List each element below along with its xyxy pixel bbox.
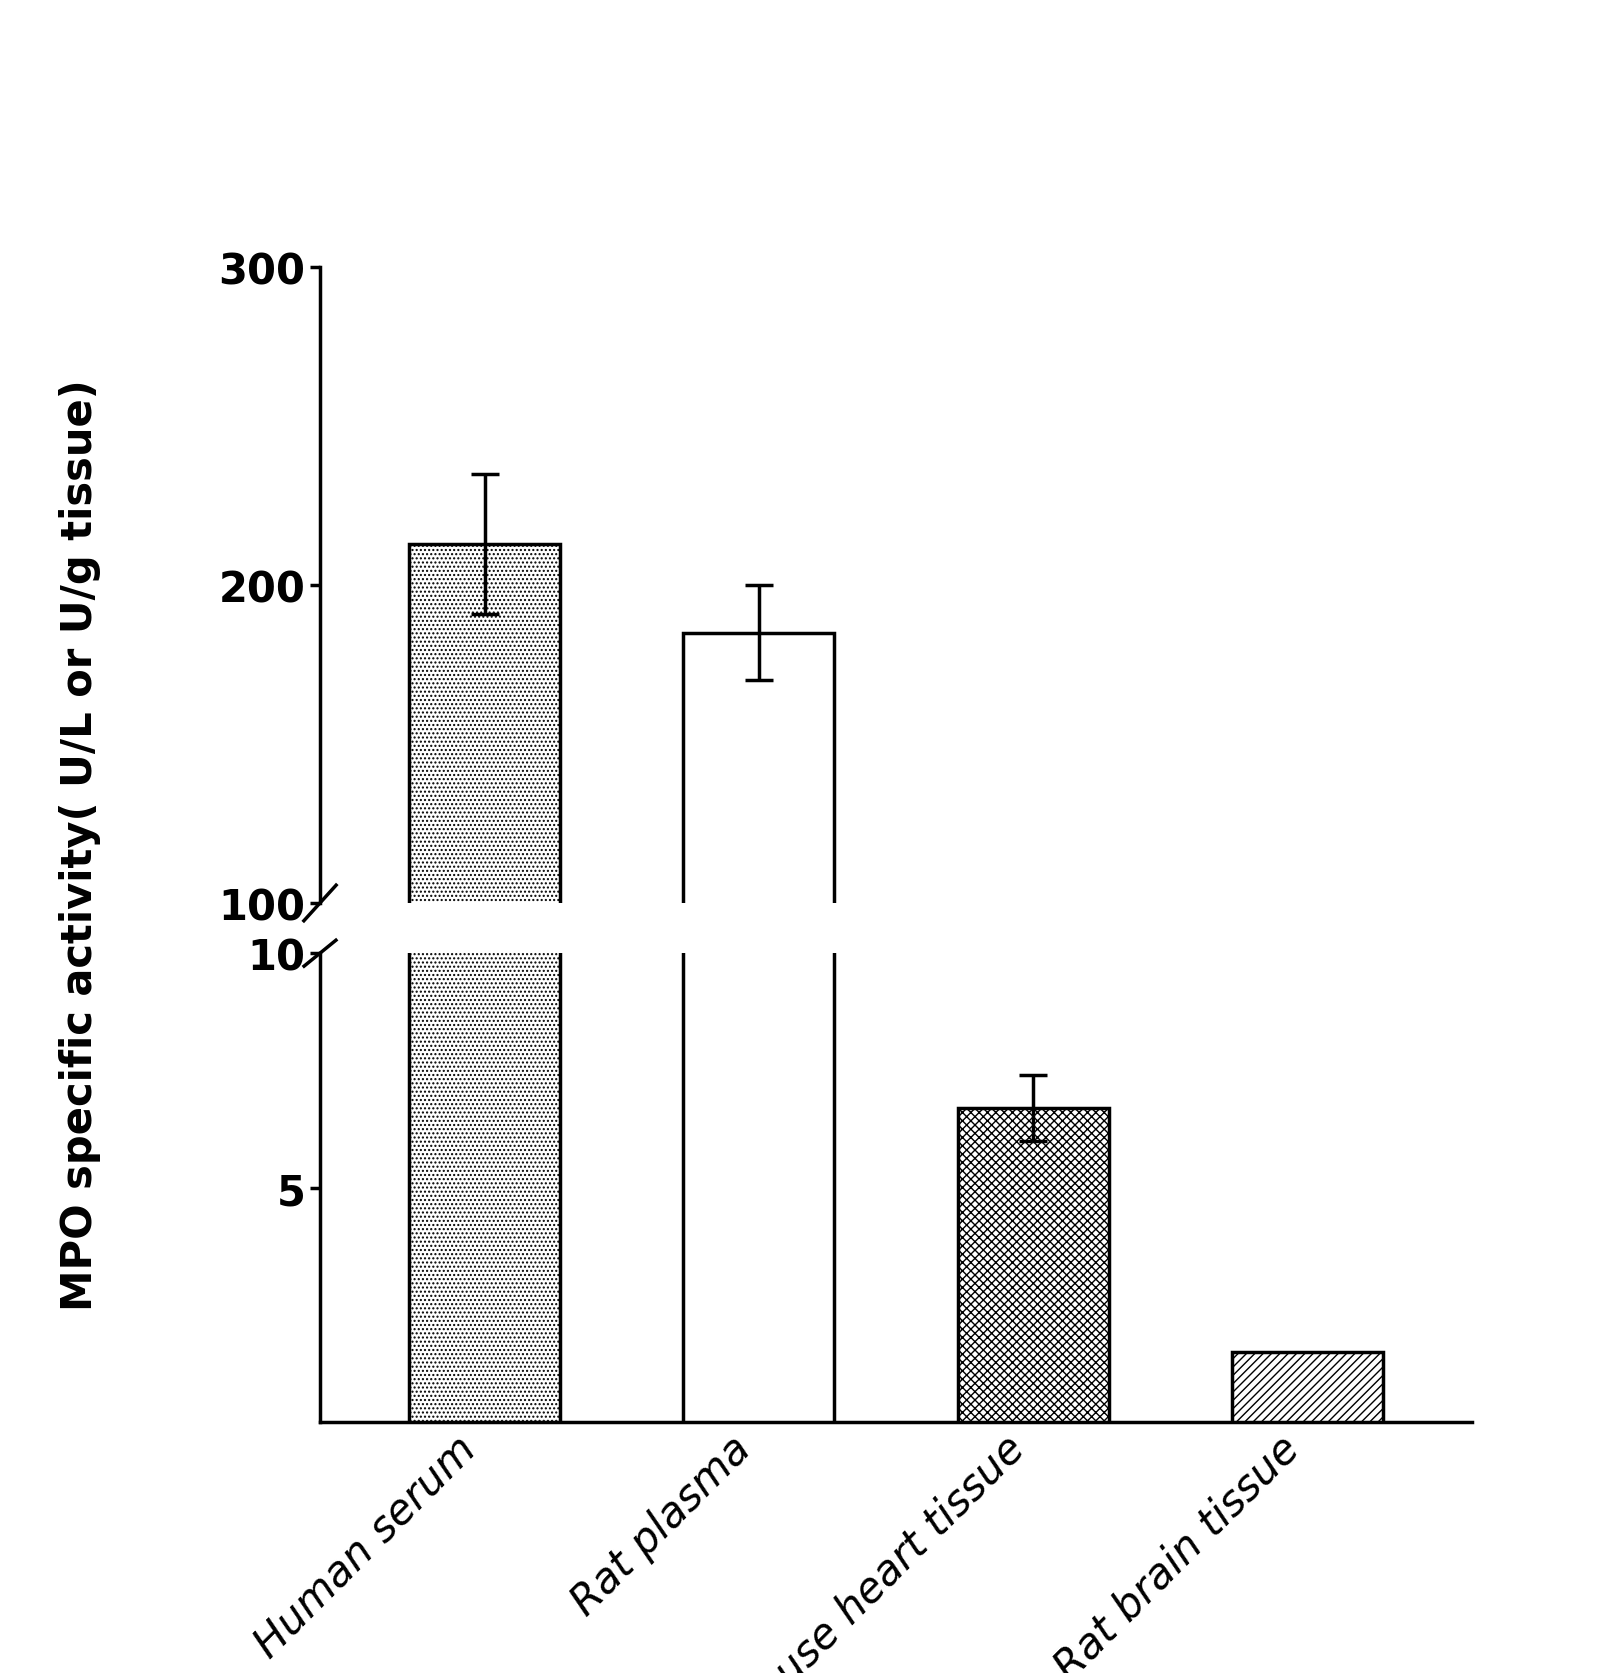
Bar [410,0,560,1422]
Bar [410,544,560,1221]
Bar [958,1108,1109,1422]
Bar [683,632,834,1221]
Text: MPO specific activity( U/L or U/g tissue): MPO specific activity( U/L or U/g tissue… [59,380,101,1310]
Bar [958,1200,1109,1221]
Bar [1232,1216,1382,1221]
Bar [1232,1352,1382,1422]
Bar [683,0,834,1422]
